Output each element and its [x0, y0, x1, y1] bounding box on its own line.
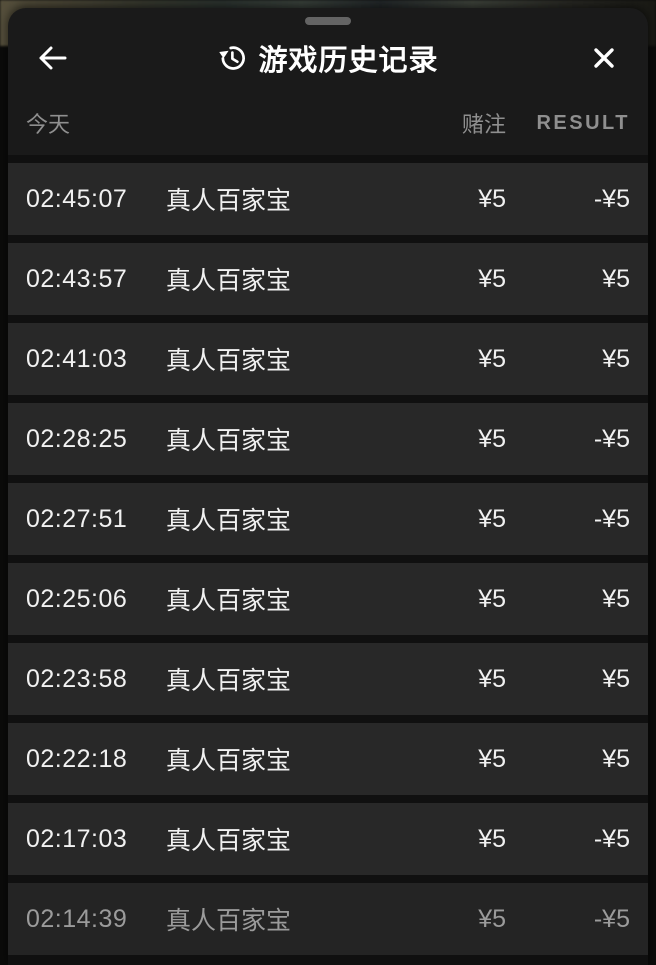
bet-column-header: 赌注: [461, 112, 506, 137]
row-bet: ¥5: [478, 264, 506, 293]
history-bottom-sheet: 游戏历史记录 今天 赌注 RESULT 02:45:07 真人百家宝 ¥5 -¥…: [8, 8, 648, 965]
sheet-title: 游戏历史记录: [76, 37, 580, 79]
row-time: 02:43:57: [26, 264, 128, 293]
row-bet: ¥5: [478, 744, 506, 773]
row-result: ¥5: [602, 264, 630, 293]
close-button[interactable]: [580, 34, 628, 82]
row-game-name: 真人百家宝: [166, 667, 292, 695]
history-row: 02:25:06 真人百家宝 ¥5 ¥5: [8, 563, 648, 635]
row-time: 02:28:25: [26, 424, 128, 453]
row-result: ¥5: [602, 744, 630, 773]
history-clock-icon: [217, 43, 247, 73]
row-time: 02:23:58: [26, 664, 128, 693]
history-row: 02:23:58 真人百家宝 ¥5 ¥5: [8, 643, 648, 715]
row-time: 02:25:06: [26, 584, 128, 613]
row-result: ¥5: [602, 664, 630, 693]
row-bet: ¥5: [478, 424, 506, 453]
row-bet: ¥5: [478, 344, 506, 373]
row-time: 02:45:07: [26, 184, 128, 213]
row-result: -¥5: [593, 824, 630, 853]
row-time: 02:22:18: [26, 744, 128, 773]
list-column-header: 今天 赌注 RESULT: [8, 91, 648, 155]
row-result: -¥5: [593, 184, 630, 213]
row-time: 02:14:39: [26, 904, 128, 933]
row-time: 02:41:03: [26, 344, 128, 373]
titlebar: 游戏历史记录: [8, 25, 648, 91]
history-row: 02:27:51 真人百家宝 ¥5 -¥5: [8, 483, 648, 555]
row-bet: ¥5: [478, 584, 506, 613]
row-result: ¥5: [602, 584, 630, 613]
row-result: -¥5: [593, 504, 630, 533]
history-row: 02:14:39 真人百家宝 ¥5 -¥5: [8, 883, 648, 955]
row-result: -¥5: [593, 424, 630, 453]
history-row: 02:43:57 真人百家宝 ¥5 ¥5: [8, 243, 648, 315]
row-game-name: 真人百家宝: [166, 347, 292, 375]
date-group-label: 今天: [26, 112, 71, 137]
row-result: -¥5: [593, 904, 630, 933]
row-game-name: 真人百家宝: [166, 507, 292, 535]
history-row: 02:17:03 真人百家宝 ¥5 -¥5: [8, 803, 648, 875]
history-row: 02:45:07 真人百家宝 ¥5 -¥5: [8, 163, 648, 235]
close-icon: [589, 43, 619, 73]
row-game-name: 真人百家宝: [166, 587, 292, 615]
back-button[interactable]: [28, 34, 76, 82]
row-time: 02:27:51: [26, 504, 128, 533]
row-bet: ¥5: [478, 824, 506, 853]
arrow-left-icon: [35, 43, 69, 73]
row-game-name: 真人百家宝: [166, 747, 292, 775]
history-list[interactable]: 02:45:07 真人百家宝 ¥5 -¥5 02:43:57 真人百家宝 ¥5 …: [8, 155, 648, 965]
row-game-name: 真人百家宝: [166, 907, 292, 935]
row-time: 02:17:03: [26, 824, 128, 853]
row-result: ¥5: [602, 344, 630, 373]
row-bet: ¥5: [478, 504, 506, 533]
row-game-name: 真人百家宝: [166, 267, 292, 295]
row-bet: ¥5: [478, 184, 506, 213]
drag-handle[interactable]: [305, 17, 351, 25]
row-game-name: 真人百家宝: [166, 827, 292, 855]
row-game-name: 真人百家宝: [166, 187, 292, 215]
row-bet: ¥5: [478, 904, 506, 933]
page-title: 游戏历史记录: [258, 45, 439, 77]
history-row: 02:22:18 真人百家宝 ¥5 ¥5: [8, 723, 648, 795]
row-bet: ¥5: [478, 664, 506, 693]
result-column-header: RESULT: [536, 111, 630, 134]
history-row: 02:28:25 真人百家宝 ¥5 -¥5: [8, 403, 648, 475]
row-game-name: 真人百家宝: [166, 427, 292, 455]
history-row: 02:41:03 真人百家宝 ¥5 ¥5: [8, 323, 648, 395]
